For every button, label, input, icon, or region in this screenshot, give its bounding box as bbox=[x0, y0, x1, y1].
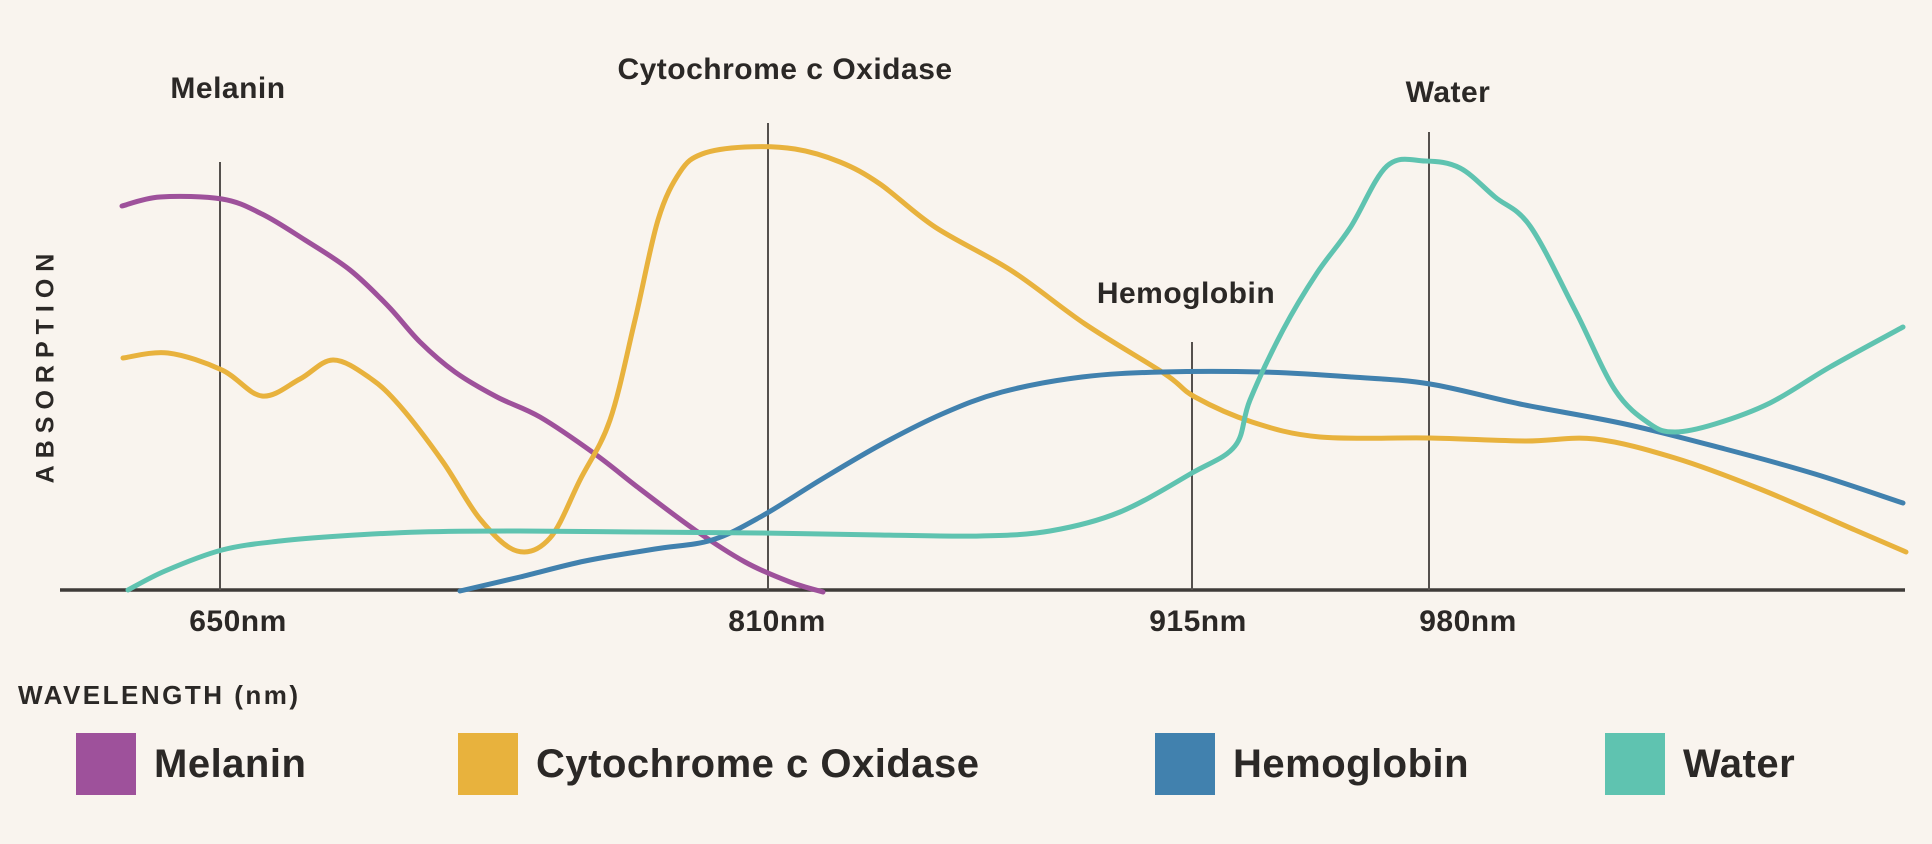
legend-label-hemoglobin: Hemoglobin bbox=[1233, 741, 1470, 786]
legend-label-water: Water bbox=[1683, 741, 1796, 786]
legend-label-melanin: Melanin bbox=[154, 741, 307, 786]
legend-item-melanin: Melanin bbox=[76, 733, 306, 795]
legend-item-hemoglobin: Hemoglobin bbox=[1155, 733, 1469, 795]
tick-label-915nm: 915nm bbox=[1149, 605, 1247, 638]
legend-label-cytochrome-c-oxidase: Cytochrome c Oxidase bbox=[536, 741, 980, 786]
melanin-swatch bbox=[76, 733, 136, 795]
cytochrome-c-oxidase-curve-label: Cytochrome c Oxidase bbox=[617, 53, 953, 86]
tick-label-980nm: 980nm bbox=[1419, 605, 1517, 638]
water-curve-label: Water bbox=[1405, 76, 1491, 109]
y-axis-title: ABSORPTION bbox=[31, 246, 60, 484]
cytochrome-c-oxidase-curve bbox=[120, 144, 1909, 555]
water-swatch bbox=[1605, 733, 1665, 795]
legend-item-water: Water bbox=[1605, 733, 1795, 795]
cytochrome-c-oxidase-swatch bbox=[458, 733, 518, 795]
hemoglobin-curve bbox=[457, 368, 1906, 594]
hemoglobin-swatch bbox=[1155, 733, 1215, 795]
tick-label-650nm: 650nm bbox=[189, 605, 287, 638]
melanin-curve-label: Melanin bbox=[170, 72, 286, 105]
water-curve bbox=[125, 156, 1906, 593]
legend-item-cytochrome-c-oxidase: Cytochrome c Oxidase bbox=[458, 733, 980, 795]
tick-label-810nm: 810nm bbox=[728, 605, 826, 638]
x-axis-title: WAVELENGTH (nm) bbox=[18, 680, 301, 710]
hemoglobin-curve-label: Hemoglobin bbox=[1096, 277, 1276, 310]
